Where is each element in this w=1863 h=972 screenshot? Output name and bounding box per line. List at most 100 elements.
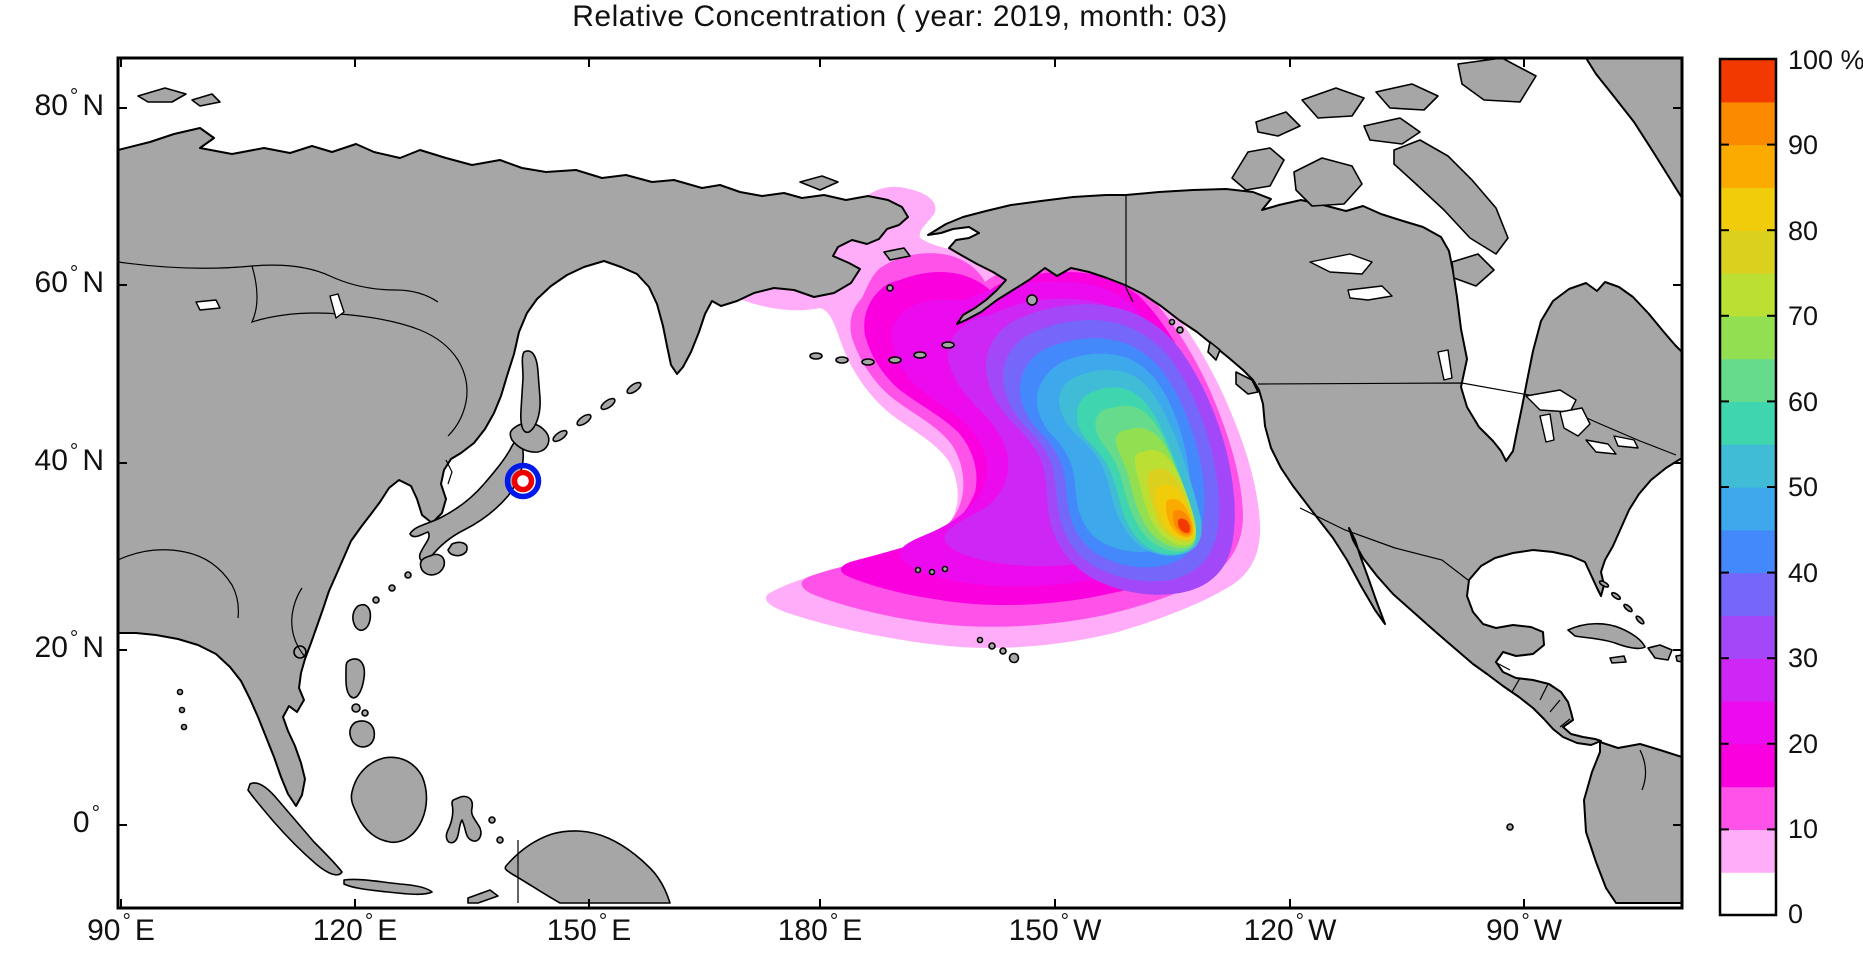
border-us-mexico xyxy=(1299,507,1469,581)
colorbar-label: 60 xyxy=(1788,387,1819,417)
hawaiian-islands xyxy=(914,565,1020,664)
border-india-burma xyxy=(118,549,239,619)
lake-ontario xyxy=(1613,435,1639,449)
y-axis-tick-label: 80° N xyxy=(34,85,104,122)
lake-huron xyxy=(1559,407,1591,437)
y-axis-tick-label: 40° N xyxy=(34,440,104,477)
land-borneo xyxy=(350,756,428,844)
land-japan-kyushu xyxy=(419,553,446,576)
land-moluccas xyxy=(496,836,504,844)
aleutian-islands xyxy=(809,341,955,366)
land-java xyxy=(343,878,433,896)
land-qei-island xyxy=(1375,83,1439,111)
border-korea xyxy=(445,459,453,485)
land-south-america xyxy=(1583,741,1682,904)
colorbar-label: 100 % xyxy=(1788,45,1863,75)
lake-erie xyxy=(1585,439,1617,455)
land-banks-island xyxy=(1231,147,1285,191)
x-axis-tick-label: 90° W xyxy=(1485,910,1563,947)
land-sulawesi xyxy=(445,795,482,844)
y-axis-tick-label: 0° xyxy=(72,802,100,839)
bahamas xyxy=(1598,580,1645,625)
lake-balkhash xyxy=(195,299,221,311)
lake-baikal xyxy=(329,293,345,319)
land-visayas xyxy=(361,709,369,717)
lakes xyxy=(195,253,1639,455)
land-new-guinea xyxy=(504,830,671,904)
land-moluccas xyxy=(488,816,496,824)
ryukyu-islands xyxy=(372,571,412,604)
x-axis-tick-label: 150° E xyxy=(546,910,632,947)
x-axis-tick-label: 90° E xyxy=(87,910,155,947)
colorbar-ticks xyxy=(1720,143,1776,831)
concentration-plume xyxy=(712,186,1261,648)
x-axis-tick-label: 120° W xyxy=(1243,910,1337,947)
land-jamaica xyxy=(1609,655,1627,664)
land-ellesmere-island xyxy=(1457,58,1537,103)
land-vancouver-island xyxy=(1235,371,1259,395)
land-cuba xyxy=(1567,622,1646,650)
land-qei-island xyxy=(1301,87,1365,119)
chart-title: Relative Concentration ( year: 2019, mon… xyxy=(572,0,1228,33)
land-devon-island xyxy=(1363,117,1421,145)
border-mongolia-china xyxy=(250,265,468,437)
land-japan-honshu xyxy=(409,440,524,563)
land-eurasia xyxy=(118,127,909,807)
source-marker-inner-ring xyxy=(511,469,535,493)
lake-great-slave xyxy=(1347,285,1393,301)
lake-great-bear xyxy=(1309,253,1373,275)
source-marker-outer-ring xyxy=(504,462,542,500)
colorbar-label: 0 xyxy=(1788,899,1804,929)
land-japan-shikoku xyxy=(447,541,468,557)
land-taiwan xyxy=(352,604,372,632)
land-japan-hokkaido xyxy=(509,422,550,453)
land-severnaya-zemlya xyxy=(191,93,221,107)
land-kodiak-island xyxy=(1026,294,1038,306)
land-southampton-island xyxy=(1451,253,1495,287)
x-axis-tick-label: 120° E xyxy=(312,910,398,947)
colorbar-label: 80 xyxy=(1788,216,1819,246)
border-central-asia xyxy=(118,261,439,303)
x-axis-tick-label: 180° E xyxy=(777,910,863,947)
colorbar-label: 20 xyxy=(1788,729,1819,759)
land-hispaniola xyxy=(1647,644,1673,661)
border-alaska-yukon xyxy=(1125,196,1134,303)
x-axis-tick-label: 150° W xyxy=(1008,910,1102,947)
land-qei-island xyxy=(1255,111,1301,137)
colorbar-label: 50 xyxy=(1788,472,1819,502)
colorbar xyxy=(1718,57,1778,917)
colorbar-label: 30 xyxy=(1788,643,1819,673)
land-sakhalin xyxy=(520,350,541,434)
source-marker xyxy=(504,462,542,500)
land-baffin-island xyxy=(1393,139,1509,255)
land-luzon xyxy=(345,658,366,699)
land-wrangel-island xyxy=(799,175,839,191)
map-frame xyxy=(116,56,1684,910)
land-visayas xyxy=(351,703,361,713)
land-st-lawrence-island xyxy=(883,247,911,261)
colorbar-label: 70 xyxy=(1788,301,1819,331)
lake-winnipeg xyxy=(1437,349,1453,381)
land-north-america xyxy=(927,188,1682,746)
axis-ticks xyxy=(118,58,1682,908)
land-victoria-island xyxy=(1293,157,1363,207)
colorbar-label: 90 xyxy=(1788,130,1819,160)
land-alexander-archipelago xyxy=(1176,326,1184,334)
land-alexander-archipelago xyxy=(1168,318,1176,326)
land-greenland xyxy=(1585,58,1682,199)
border-indochina xyxy=(291,587,307,659)
colorbar-bands xyxy=(1720,59,1776,916)
land-st-matthew-island xyxy=(886,284,894,292)
lake-superior xyxy=(1525,389,1577,413)
kuril-islands xyxy=(552,381,642,443)
contour-geq-95 xyxy=(1177,518,1190,533)
lake-michigan xyxy=(1539,413,1555,443)
border-colombia-venezuela xyxy=(1639,749,1647,791)
y-axis-tick-label: 60° N xyxy=(34,262,104,299)
landmasses xyxy=(118,58,1682,904)
land-severnaya-zemlya xyxy=(137,87,187,103)
border-central-america xyxy=(1494,661,1571,728)
andaman-islands xyxy=(176,688,188,731)
